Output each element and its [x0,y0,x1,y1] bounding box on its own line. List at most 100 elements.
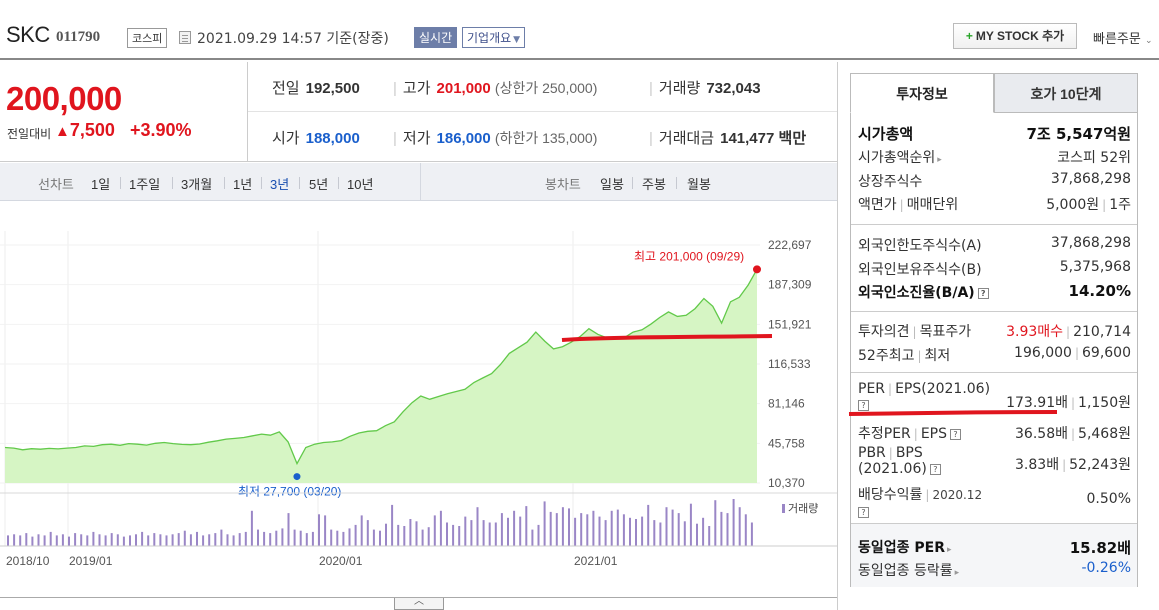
foreign-ratio-value: 14.20% [1068,282,1131,300]
volume-bar [385,523,387,546]
y-tick-label: 222,697 [768,238,812,252]
sector-per-value: 15.82배 [1069,539,1131,557]
shares-row: 상장주식수 37,868,298 [858,171,1131,191]
help-icon[interactable]: ? [858,506,869,518]
volume-bar [244,531,247,546]
help-icon[interactable]: ? [858,399,869,411]
volume-value: 732,043 [706,80,761,97]
dividend-value: 0.50% [1086,491,1131,507]
volume-bar [202,535,205,546]
volume-bar [92,531,95,546]
volume-bar [397,524,400,547]
volume-bar [293,529,296,546]
volume-bar [671,509,674,546]
face-label: 액면가 | 매매단위 [858,197,959,213]
diff-label: 전일대비 [7,127,52,141]
volume-bar [409,519,412,546]
volume-bar [689,503,692,546]
company-overview-dropdown[interactable]: 기업개요 ▼ [462,27,526,48]
chevron-right-icon: ▸ [954,568,960,578]
volume-bar [744,514,747,546]
help-icon[interactable]: ? [929,463,941,475]
volume-bar [464,516,467,546]
volume-bar [31,536,34,546]
foreign-limit-label: 외국인한도주식수(A) [858,238,982,254]
sector-per-row[interactable]: 동일업종 PER ▸ 15.82배 [858,537,1131,557]
volume-bar [238,533,241,546]
volume-bar [525,506,528,546]
volume-bar [616,509,619,546]
quick-order-button[interactable]: 빠른주문 ⌄ [1093,28,1153,47]
volume-bar [177,533,180,546]
volume-bar [7,535,9,546]
prev-close: 전일 192,500 [272,77,360,98]
price-line [4,268,758,466]
help-icon[interactable]: ? [950,428,962,440]
volume-bar [275,530,278,546]
diff-value: 7,500 [69,120,115,140]
volume-bar [153,533,156,546]
volume-bar [446,522,448,546]
shares-value: 37,868,298 [1050,171,1131,187]
amount-value: 141,477 [720,130,775,147]
volume-bar [720,511,723,546]
add-mystock-button[interactable]: + MY STOCK 추가 [953,23,1077,49]
period-10y[interactable]: 10년 [347,177,374,192]
volume-bar [604,520,607,546]
volume-bar [104,535,107,546]
realtime-button[interactable]: 실시간 [414,27,458,48]
help-icon[interactable]: ? [977,287,989,299]
current-price: 200,000 [6,80,122,117]
mcap-rank-value: 코스피 52위 [1057,150,1131,166]
period-1w[interactable]: 1주일 [129,177,161,192]
period-1d[interactable]: 1일 [91,177,111,192]
volume-bar [122,536,125,546]
price-chart[interactable]: 222,697 187,309 151,921 116,533 81,146 45,758… [0,201,837,597]
per-row: PER | EPS(2021.06)? 173.91배 | 1,150원 [858,381,1131,421]
candle-monthly[interactable]: 월봉 [687,177,711,192]
volume-label: 거래량 [658,80,701,97]
volume-bar [141,531,144,546]
volume-bar [13,534,16,547]
prev-value: 192,500 [305,80,360,97]
period-5y[interactable]: 5년 [309,177,329,192]
volume-bar [37,534,40,547]
volume-bar [592,510,595,547]
w52-label: 52주최고 | 최저 [858,348,951,364]
foreign-hold-value: 5,375,968 [1059,259,1131,275]
low-marker [293,473,301,481]
volume-bar [543,501,546,546]
candle-weekly[interactable]: 주봉 [642,177,666,192]
volume-bar [299,530,302,546]
per-value: 173.91배 | 1,150원 [1006,395,1131,411]
mcap-value: 7조 5,547억원 [1026,125,1131,143]
mcap-rank-label: 시가총액순위 ▸ [858,150,942,166]
volume-bar [470,520,473,546]
tab-invest-info[interactable]: 투자정보 [850,73,994,113]
sector-rate-label: 동일업종 등락률 ▸ [858,563,960,579]
period-1y[interactable]: 1년 [233,177,253,192]
high-label: 고가 [402,80,431,97]
volume-bar [311,531,314,546]
volume-bar [366,520,369,546]
collapse-button[interactable]: ︿ [394,597,444,610]
stock-code: 011790 [56,29,101,45]
volume-bar [574,517,577,546]
volume-bar [561,507,564,546]
volume-bar [324,515,327,546]
candle-daily[interactable]: 일봉 [600,177,624,192]
volume-bar [537,524,540,547]
open-label: 시가 [272,130,300,147]
sector-rate-row[interactable]: 동일업종 등락률 ▸ -0.26% [858,560,1131,580]
period-3m[interactable]: 3개월 [181,177,213,192]
volume-bar [439,510,442,547]
tab-hoga-10[interactable]: 호가 10단계 [994,73,1138,113]
quote-grid: 전일 192,500 | 고가 201,000 (상한가 250,000) | 거래량 7… [248,62,837,162]
divider [837,62,838,610]
stock-header: SKC 011790 코스피 2021.09.29 14:57 기준(장중) 실… [0,0,1159,60]
period-3y[interactable]: 3년 [270,177,290,192]
face-row: 액면가 | 매매단위 5,000원 | 1주 [858,194,1131,214]
mcap-rank-row[interactable]: 시가총액순위 ▸ 코스피 52위 [858,147,1131,167]
opinion-value: 3.93매수 | 210,714 [1006,324,1131,340]
company-overview-label: 기업개요 [467,31,512,45]
